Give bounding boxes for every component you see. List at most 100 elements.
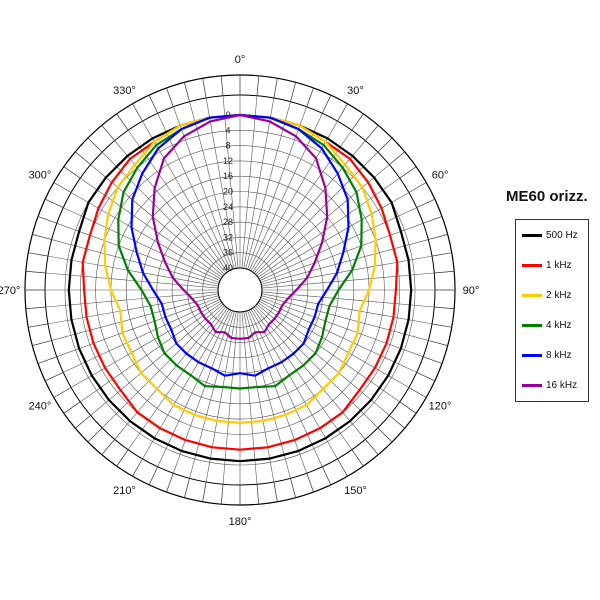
band-tick (37, 356, 57, 364)
radial-tick-label: 12 (223, 156, 233, 166)
band-tick (184, 478, 190, 498)
angle-label: 30° (347, 85, 364, 97)
band-tick (256, 75, 260, 96)
grid-spoke (222, 311, 239, 485)
grid-spoke (241, 311, 258, 485)
grid-spoke (252, 130, 353, 273)
radial-tick-label: 40 (223, 263, 233, 273)
band-tick (166, 87, 174, 107)
grid-spoke (142, 308, 230, 460)
grid-spoke (173, 310, 233, 474)
band-tick (256, 484, 260, 505)
band-tick (28, 323, 49, 328)
grid-spoke (249, 309, 323, 467)
grid-spoke (47, 293, 219, 325)
grid-spoke (51, 295, 219, 341)
legend-swatch-8khz (522, 353, 542, 357)
grid-spoke (63, 299, 221, 373)
band-tick (75, 415, 91, 429)
band-tick (290, 82, 296, 102)
band-tick (428, 340, 448, 346)
angle-label: 120° (429, 401, 452, 413)
band-tick (132, 458, 143, 477)
band-tick (148, 466, 158, 486)
series-line (151, 113, 329, 340)
grid-spoke (90, 303, 224, 416)
band-tick (202, 78, 207, 99)
band-tick (25, 270, 46, 274)
grid-spoke (243, 311, 275, 483)
grid-spoke (114, 306, 227, 440)
grid-spoke (252, 307, 353, 450)
angle-label: 60° (432, 170, 449, 182)
band-tick (428, 234, 448, 240)
grid-spoke (157, 309, 231, 467)
grid-spoke (142, 120, 230, 272)
legend-label: 4 kHz (546, 319, 572, 331)
grid-spoke (80, 177, 223, 278)
grid-spoke (253, 140, 366, 274)
band-tick (32, 234, 52, 240)
legend: 500 Hz 1 kHz 2 kHz 4 kHz 8 kHz 16 kHz (515, 219, 589, 402)
band-tick (306, 87, 314, 107)
band-tick (87, 137, 103, 153)
radial-tick-label: 16 (223, 171, 233, 181)
band-tick (423, 356, 443, 364)
center-hole (217, 267, 263, 313)
grid-spoke (261, 293, 433, 325)
band-tick (365, 125, 379, 141)
band-tick (322, 466, 332, 486)
band-tick (399, 401, 417, 414)
angle-label: 180° (229, 516, 252, 528)
band-tick (322, 94, 332, 114)
grid-spoke (258, 192, 410, 280)
series-line (130, 113, 350, 377)
band-tick (116, 449, 129, 467)
band-tick (53, 182, 72, 193)
angle-label: 330° (113, 85, 136, 97)
legend-item: 500 Hz (516, 220, 588, 250)
grid-spoke (90, 164, 224, 277)
grid-spoke (127, 307, 228, 450)
band-tick (44, 198, 64, 208)
band-tick (53, 387, 72, 398)
band-tick (32, 340, 52, 346)
series-line (103, 113, 377, 424)
band-tick (399, 166, 417, 179)
legend-label: 500 Hz (546, 229, 578, 241)
grid-spoke (250, 120, 338, 272)
band-tick (87, 427, 103, 443)
band-tick (25, 306, 46, 310)
band-tick (434, 306, 455, 310)
band-tick (63, 401, 81, 414)
band-tick (416, 372, 436, 382)
band-tick (408, 182, 427, 193)
grid-spoke (260, 297, 424, 357)
grid-spoke (257, 177, 400, 278)
legend-label: 1 kHz (546, 259, 572, 271)
radial-tick-label: 20 (223, 187, 233, 197)
band-tick (365, 439, 379, 455)
band-tick (431, 323, 452, 328)
band-tick (273, 78, 278, 99)
grid-spoke (243, 97, 275, 269)
legend-item: 1 kHz (516, 250, 588, 280)
angle-label: 270° (0, 285, 20, 297)
grid-spoke (247, 310, 307, 474)
grid-spoke (205, 311, 237, 483)
grid-spoke (258, 300, 410, 388)
band-tick (116, 113, 129, 131)
legend-item: 8 kHz (516, 340, 588, 370)
band-tick (148, 94, 158, 114)
angle-label: 240° (29, 401, 52, 413)
band-tick (351, 449, 364, 467)
band-tick (337, 103, 348, 122)
band-tick (184, 82, 190, 102)
legend-swatch-1khz (522, 263, 542, 267)
grid-spoke (222, 95, 239, 269)
grid-spoke (70, 300, 222, 388)
grid-spoke (250, 308, 338, 460)
band-tick (416, 198, 436, 208)
band-tick (44, 372, 64, 382)
grid-spoke (56, 223, 220, 283)
